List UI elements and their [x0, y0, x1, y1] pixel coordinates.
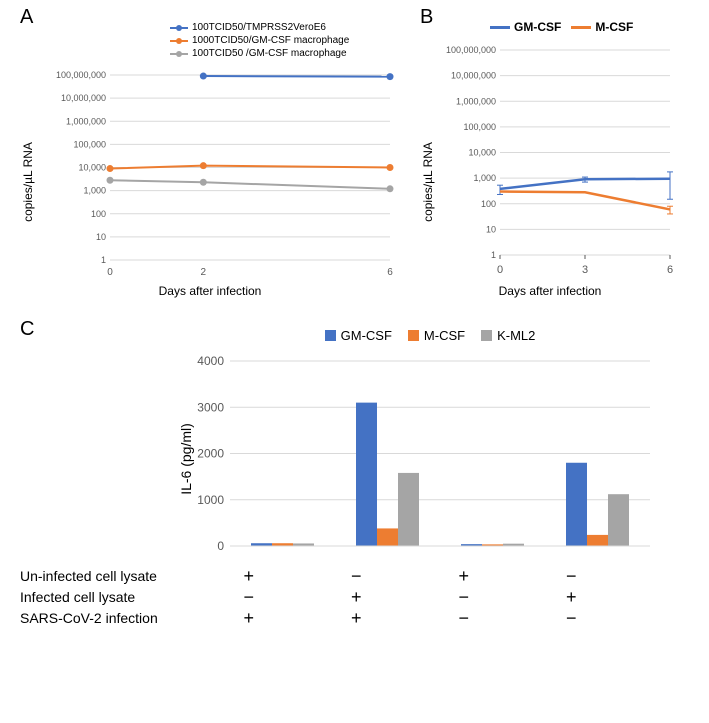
- svg-text:2: 2: [201, 267, 207, 278]
- panel-a-label: A: [20, 6, 33, 29]
- condition-value: −: [303, 567, 411, 585]
- panel-c: C GM-CSF M-CSF K-ML2 01000200030004000 I…: [20, 328, 680, 627]
- legend-a-2: 100TCID50 /GM-CSF macrophage: [192, 48, 347, 59]
- panel-a: A 100TCID50/TMPRSS2VeroE6 1000TCID50/GM-…: [20, 20, 400, 298]
- condition-value: +: [410, 567, 518, 585]
- panel-b: B GM-CSF M-CSF 1101001,00010,000100,0001…: [420, 20, 680, 298]
- svg-text:6: 6: [387, 267, 393, 278]
- legend-a-1: 1000TCID50/GM-CSF macrophage: [192, 35, 349, 46]
- svg-text:1: 1: [491, 250, 496, 260]
- panel-b-xlabel: Days after infection: [420, 284, 680, 298]
- panel-c-chart: 0 1000 2000 3000 4000: [180, 351, 660, 561]
- svg-text:4000: 4000: [197, 354, 224, 368]
- legend-c-2: K-ML2: [497, 328, 535, 343]
- svg-text:100: 100: [91, 209, 106, 219]
- svg-text:100,000,000: 100,000,000: [56, 70, 106, 80]
- condition-value: −: [195, 588, 303, 606]
- legend-b-0: GM-CSF: [514, 20, 561, 34]
- svg-text:10,000: 10,000: [78, 163, 106, 173]
- legend-c-0: GM-CSF: [341, 328, 392, 343]
- condition-label: Un-infected cell lysate: [20, 568, 195, 584]
- panel-b-chart: 1 10 100 1,000 10,000 100,000 1,000,000 10,000,…: [420, 20, 680, 280]
- svg-text:10: 10: [96, 232, 106, 242]
- condition-value: +: [195, 609, 303, 627]
- legend-b-1: M-CSF: [595, 20, 633, 34]
- panel-c-label: C: [20, 318, 34, 341]
- svg-text:1,000,000: 1,000,000: [66, 116, 106, 126]
- svg-text:6: 6: [667, 264, 673, 276]
- legend-c-1: M-CSF: [424, 328, 465, 343]
- panel-b-label: B: [420, 6, 433, 29]
- svg-text:1: 1: [101, 255, 106, 265]
- condition-row: Un-infected cell lysate+−+−: [20, 567, 680, 585]
- svg-text:0: 0: [217, 539, 224, 553]
- condition-value: −: [518, 609, 626, 627]
- panel-b-ylabel: copies/µL RNA: [421, 142, 435, 222]
- svg-text:100,000: 100,000: [73, 139, 106, 149]
- svg-text:1,000,000: 1,000,000: [456, 96, 496, 106]
- panel-a-legend: 100TCID50/TMPRSS2VeroE6 1000TCID50/GM-CS…: [170, 22, 349, 61]
- svg-text:100: 100: [481, 199, 496, 209]
- svg-text:1,000: 1,000: [83, 186, 106, 196]
- condition-value: +: [195, 567, 303, 585]
- condition-value: +: [518, 588, 626, 606]
- svg-text:3000: 3000: [197, 400, 224, 414]
- condition-value: −: [410, 609, 518, 627]
- panel-c-ylabel: IL-6 (pg/ml): [178, 423, 194, 495]
- condition-value: −: [518, 567, 626, 585]
- panel-a-xlabel: Days after infection: [20, 284, 400, 298]
- svg-text:100,000,000: 100,000,000: [446, 45, 496, 55]
- panel-a-ylabel: copies/µL RNA: [21, 142, 35, 222]
- condition-label: SARS-CoV-2 infection: [20, 610, 195, 626]
- panel-b-legend: GM-CSF M-CSF: [490, 20, 633, 34]
- condition-label: Infected cell lysate: [20, 589, 195, 605]
- condition-value: +: [303, 609, 411, 627]
- condition-row: Infected cell lysate−+−+: [20, 588, 680, 606]
- svg-text:3: 3: [582, 264, 588, 276]
- panel-c-legend: GM-CSF M-CSF K-ML2: [180, 328, 680, 343]
- svg-text:10,000,000: 10,000,000: [451, 71, 496, 81]
- legend-a-0: 100TCID50/TMPRSS2VeroE6: [192, 22, 326, 33]
- svg-text:100,000: 100,000: [463, 122, 496, 132]
- condition-row: SARS-CoV-2 infection++−−: [20, 609, 680, 627]
- svg-text:1000: 1000: [197, 493, 224, 507]
- condition-value: +: [303, 588, 411, 606]
- svg-text:2000: 2000: [197, 447, 224, 461]
- svg-text:10: 10: [486, 224, 496, 234]
- svg-text:0: 0: [107, 267, 113, 278]
- conditions-table: Un-infected cell lysate+−+−Infected cell…: [20, 567, 680, 627]
- condition-value: −: [410, 588, 518, 606]
- svg-text:1,000: 1,000: [473, 173, 496, 183]
- svg-text:10,000,000: 10,000,000: [61, 93, 106, 103]
- svg-text:10,000: 10,000: [468, 148, 496, 158]
- svg-text:0: 0: [497, 264, 503, 276]
